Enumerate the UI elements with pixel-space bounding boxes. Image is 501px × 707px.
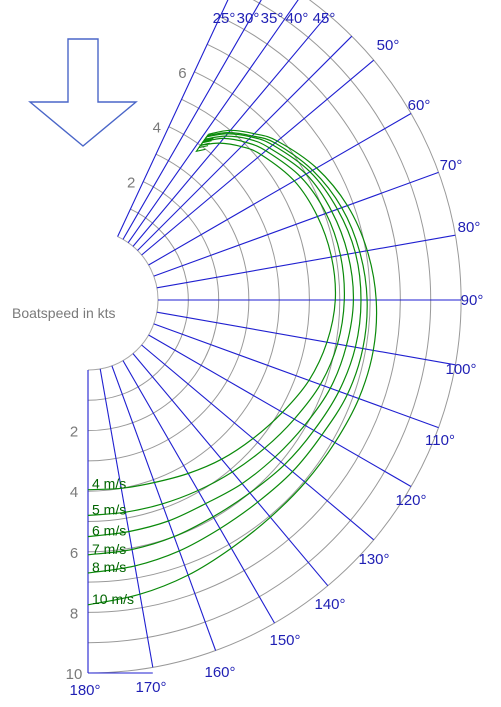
angle-ray — [153, 323, 439, 429]
speed-tick-label: 6 — [178, 65, 186, 82]
series-label: 5 m/s — [92, 501, 126, 517]
angle-tick-label: 150° — [269, 632, 300, 649]
speed-tick-label: 4 — [153, 120, 161, 137]
angle-tick-label: 50° — [377, 37, 400, 54]
series-label: 7 m/s — [92, 541, 126, 557]
grid-arc — [87, 0, 432, 644]
angle-ray — [156, 234, 456, 289]
speed-tick-label: 6 — [70, 545, 78, 562]
angle-tick-label: 170° — [135, 679, 166, 696]
speed-axis-label: Boatspeed in kts — [12, 305, 116, 321]
grid-arc — [87, 98, 310, 522]
angle-ray — [132, 353, 329, 587]
grid-arc — [87, 181, 220, 432]
speed-tick-label: 4 — [70, 484, 78, 501]
angle-ray — [137, 35, 353, 251]
angle-ray — [99, 368, 154, 668]
angle-tick-label: 110° — [425, 432, 455, 449]
angle-ray — [148, 113, 412, 266]
angle-tick-label: 100° — [445, 361, 476, 378]
angle-ray — [156, 311, 456, 366]
speed-tick-label: 8 — [70, 605, 78, 622]
angle-ray — [122, 360, 275, 624]
grid-arc — [87, 126, 280, 492]
grid-arc — [87, 43, 371, 583]
angle-tick-label: 130° — [358, 551, 389, 568]
angle-tick-label: 25° — [213, 10, 236, 27]
series-tip — [203, 133, 214, 142]
angle-ray — [141, 344, 375, 541]
angle-tick-label: 45° — [313, 10, 336, 27]
series-label: 4 m/s — [92, 476, 126, 492]
speed-tick-label: 2 — [127, 175, 135, 192]
angle-tick-label: 80° — [458, 219, 481, 236]
angle-tick-label: 60° — [408, 97, 431, 114]
series-line — [87, 135, 355, 538]
wind-arrow-down-icon — [28, 38, 138, 147]
series-line — [87, 129, 378, 606]
series-label: 6 m/s — [92, 523, 126, 539]
angle-ray — [153, 171, 439, 277]
angle-ray — [127, 0, 299, 244]
series-line — [87, 142, 337, 491]
angle-tick-label: 40° — [286, 10, 309, 27]
series-label: 8 m/s — [92, 559, 126, 575]
speed-tick-label: 10 — [66, 666, 83, 683]
angle-ray — [122, 0, 262, 240]
speed-tick-label: 2 — [70, 424, 78, 441]
angle-ray — [117, 0, 229, 237]
grid-arc — [87, 153, 250, 462]
angle-ray — [111, 365, 217, 651]
angle-ray — [141, 59, 375, 256]
angle-tick-label: 140° — [314, 596, 345, 613]
angle-tick-label: 70° — [440, 157, 463, 174]
grid-arc — [87, 16, 401, 613]
angle-tick-label: 120° — [395, 492, 426, 509]
angle-tick-label: 30° — [237, 10, 260, 27]
angle-tick-label: 35° — [261, 10, 284, 27]
series-line — [87, 137, 346, 516]
series-label: 10 m/s — [92, 591, 134, 607]
series-line — [87, 131, 368, 574]
angle-tick-label: 90° — [461, 292, 484, 309]
angle-ray — [148, 334, 412, 487]
grid-arc — [87, 208, 189, 401]
angle-tick-label: 160° — [204, 664, 235, 681]
grid-arc — [87, 0, 462, 674]
grid-arc — [87, 236, 159, 371]
series-line — [87, 133, 362, 556]
angle-tick-label: 180° — [69, 682, 100, 699]
